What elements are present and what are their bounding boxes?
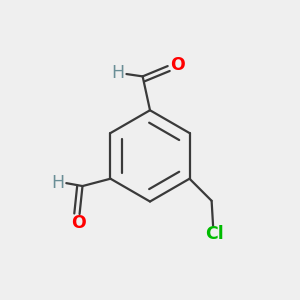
- Text: O: O: [170, 56, 184, 74]
- Text: O: O: [71, 214, 86, 232]
- Text: Cl: Cl: [205, 225, 224, 243]
- Text: H: H: [112, 64, 125, 82]
- Text: H: H: [52, 173, 64, 191]
